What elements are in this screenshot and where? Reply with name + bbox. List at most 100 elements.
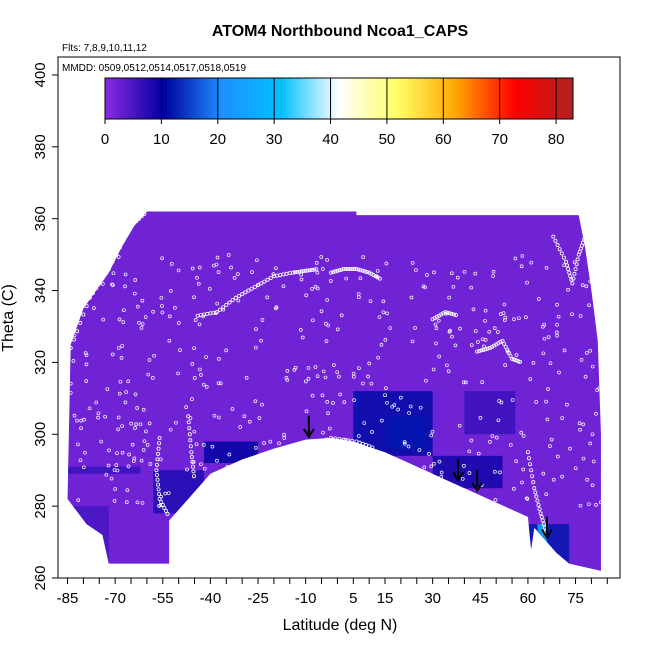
- track-point: [90, 290, 95, 295]
- track-point: [449, 311, 454, 316]
- track-point: [215, 255, 220, 260]
- track-point: [346, 457, 351, 461]
- track-point: [427, 452, 431, 456]
- track-point: [304, 379, 308, 384]
- track-point: [120, 424, 124, 429]
- track-point: [154, 472, 159, 477]
- track-point: [186, 414, 191, 419]
- track-point: [156, 446, 161, 451]
- track-point: [214, 262, 219, 267]
- track-point: [321, 444, 326, 449]
- track-point: [307, 268, 312, 273]
- track-point: [199, 373, 203, 377]
- colorbar-tick-label: 20: [209, 131, 226, 148]
- track-point: [528, 377, 533, 381]
- track-point: [116, 255, 121, 259]
- track-point: [306, 366, 311, 370]
- track-point: [218, 381, 223, 386]
- track-point: [388, 468, 393, 472]
- track-point: [453, 343, 458, 348]
- track-point: [254, 327, 258, 331]
- track-point: [154, 462, 159, 467]
- track-point: [257, 416, 262, 420]
- track-point: [590, 483, 595, 488]
- track-point: [580, 283, 585, 287]
- track-point: [157, 441, 162, 446]
- track-point: [377, 315, 382, 319]
- x-tick-label: 15: [377, 590, 394, 607]
- colorbar-tick-label: 40: [322, 131, 339, 148]
- track-point: [325, 298, 329, 302]
- track-point: [357, 366, 361, 371]
- track-point: [137, 321, 141, 325]
- x-tick-label: -25: [247, 590, 269, 607]
- track-point: [249, 286, 254, 291]
- track-point: [84, 304, 89, 309]
- plot-area: [67, 211, 601, 571]
- colorbar-tick-label: 60: [435, 131, 452, 148]
- track-point: [424, 378, 428, 383]
- track-point: [332, 363, 336, 367]
- track-point: [120, 450, 125, 455]
- track-point: [498, 470, 502, 475]
- track-point: [537, 507, 542, 512]
- track-point: [154, 468, 159, 473]
- track-point: [555, 302, 559, 307]
- track-point: [79, 426, 83, 431]
- track-point: [135, 406, 140, 410]
- track-point: [293, 270, 298, 275]
- heatmap-cell: [204, 441, 259, 464]
- track-point: [293, 501, 298, 506]
- track-point: [111, 283, 115, 287]
- track-point: [544, 265, 549, 270]
- heatmap-cell: [527, 524, 570, 564]
- track-point: [402, 441, 407, 446]
- track-point: [574, 262, 579, 267]
- arrow-head: [471, 482, 483, 493]
- y-tick-label: 260: [32, 565, 49, 590]
- track-point: [566, 266, 571, 271]
- track-point: [467, 471, 472, 475]
- track-point: [447, 295, 452, 300]
- track-point: [84, 362, 89, 367]
- track-point: [483, 319, 487, 323]
- track-point: [358, 276, 363, 281]
- arrow-head: [452, 471, 464, 482]
- track-point: [434, 326, 439, 331]
- track-point: [320, 393, 325, 398]
- track-point: [167, 314, 172, 319]
- track-point: [81, 465, 86, 470]
- track-point: [431, 367, 436, 372]
- track-point: [333, 436, 338, 441]
- track-point: [297, 269, 302, 274]
- track-point: [437, 354, 441, 359]
- heatmap-cell: [464, 391, 516, 435]
- track-point: [425, 503, 430, 508]
- track-point: [126, 379, 131, 384]
- track-point: [492, 326, 497, 330]
- track-point: [237, 489, 241, 493]
- track-point: [555, 454, 560, 459]
- track-point: [250, 270, 254, 275]
- track-point: [548, 444, 552, 448]
- colorbar-tick-label: 30: [266, 131, 283, 148]
- track-point: [158, 457, 163, 462]
- track-point: [475, 349, 480, 354]
- track-point: [443, 310, 448, 315]
- track-point: [398, 395, 403, 400]
- track-point: [281, 284, 286, 289]
- track-point: [451, 312, 456, 317]
- x-tick-label: 30: [424, 590, 441, 607]
- track-point: [178, 348, 182, 352]
- track-point: [381, 299, 386, 304]
- track-point: [87, 295, 92, 300]
- track-point: [103, 414, 107, 419]
- track-point: [481, 347, 486, 352]
- track-point: [79, 289, 84, 293]
- track-point: [410, 339, 415, 344]
- track-point: [299, 277, 304, 282]
- track-point: [514, 459, 519, 464]
- track-point: [342, 400, 347, 404]
- track-point: [123, 284, 127, 289]
- track-point: [217, 357, 221, 361]
